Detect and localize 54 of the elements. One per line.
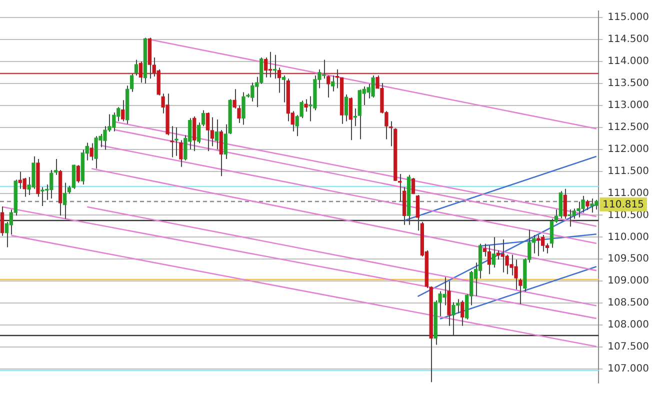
candlestick <box>411 177 416 195</box>
candlestick <box>331 75 335 92</box>
candlestick <box>586 199 590 210</box>
candlestick <box>344 94 348 122</box>
candlestick <box>348 97 353 141</box>
candlestick <box>134 59 138 76</box>
y-tick-label: 112.000 <box>608 144 650 155</box>
y-tick-label: 107.000 <box>608 364 650 375</box>
candlestick <box>487 245 492 275</box>
candlestick <box>54 158 58 176</box>
candlestick <box>460 300 464 326</box>
candlestick <box>62 182 67 220</box>
candlestick <box>192 116 196 152</box>
candlestick <box>214 118 219 150</box>
candlestick <box>206 112 210 152</box>
y-tick-label: 108.000 <box>608 320 650 331</box>
candlestick <box>121 100 125 122</box>
candlestick <box>90 142 94 161</box>
y-tick-label: 113.000 <box>608 100 650 112</box>
candlestick <box>76 164 80 184</box>
y-tick-label: 113.500 <box>608 78 650 90</box>
y-tick-label: 114.500 <box>608 34 650 46</box>
candlestick <box>264 57 268 78</box>
candlestick <box>0 206 4 236</box>
candlestick <box>138 61 143 84</box>
candlestick <box>590 198 594 214</box>
y-tick-label: 110.500 <box>608 210 650 221</box>
candlestick <box>40 186 44 207</box>
candlestick <box>550 218 554 248</box>
candlestick <box>72 164 76 190</box>
candlestick <box>558 190 563 219</box>
candlestick <box>242 92 246 126</box>
ref-line-label: 110.815 <box>602 199 644 210</box>
y-tick-label: 109.000 <box>608 276 650 287</box>
candlestick <box>282 75 286 103</box>
y-tick-label: 111.000 <box>608 188 650 199</box>
y-tick-label: 108.500 <box>608 298 650 309</box>
candlestick <box>536 234 540 257</box>
candlestick <box>179 140 183 168</box>
y-tick-label: 107.500 <box>608 342 650 353</box>
y-tick-label: 114.000 <box>608 56 650 68</box>
candlestick <box>210 116 214 147</box>
candlestick <box>304 98 308 112</box>
y-tick-label: 109.500 <box>608 254 650 265</box>
candlestick <box>563 188 567 220</box>
y-tick-label: 115.000 <box>608 12 650 24</box>
candlestick <box>492 236 496 268</box>
y-tick-label: 111.500 <box>608 166 650 177</box>
candlestick <box>170 126 174 158</box>
y-tick-label: 112.500 <box>608 122 650 133</box>
y-tick-label: 110.000 <box>608 232 650 243</box>
candlestick <box>174 126 178 156</box>
candlestick <box>130 73 134 92</box>
candlestick <box>540 234 545 252</box>
